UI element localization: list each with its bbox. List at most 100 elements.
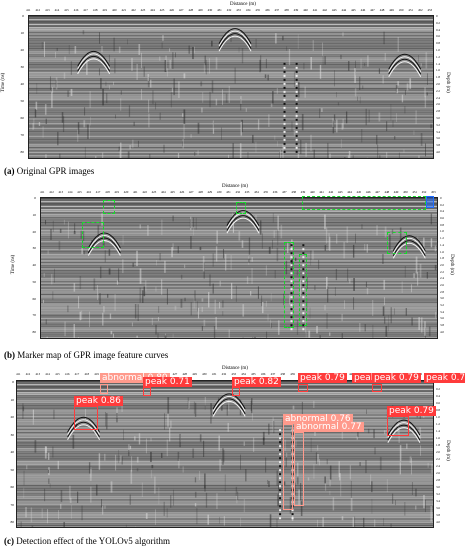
depth-tick-label: 3.8 [440,323,444,328]
depth-tick-label: 3.2 [436,122,440,127]
x-tick-label: 444 [341,8,346,12]
gpr-radargram-texture [41,198,437,338]
time-tick-label: 20 [20,48,25,52]
x-axis-title: Distance (m) [222,184,248,189]
x-tick-label: 427 [188,190,194,194]
x-tick-label: 418 [92,8,98,12]
depth-tick-label: 0.6 [436,401,440,405]
time-tick-label: 0 [34,196,36,200]
x-tick-label: 430 [202,372,207,376]
x-tick-label: 428 [182,372,187,376]
marker-box-peak-mid [236,202,246,214]
depth-tick-label: 2.6 [436,471,440,475]
x-tick-label: 441 [312,8,318,12]
depth-tick-label: 3.4 [440,309,444,314]
x-tick-label: 437 [270,372,276,376]
depth-tick-label: 2.4 [440,276,444,281]
depth-tick-label: 2.4 [436,464,440,468]
y-axis-title-time: Time (ns) [1,72,7,93]
x-tick-label: 435 [255,8,260,12]
time-tick-label: 70 [20,133,25,137]
x-tick-label: 422 [131,8,136,12]
x-tick-label: 434 [254,190,259,194]
time-tick-label: 50 [10,467,15,472]
time-tick-label: 0 [12,380,14,384]
panel-b-marker-map: Distance (m) 411 412 413 414 415 416 417 418 419… [0,178,465,360]
detection-box-abnormal-1 [100,384,108,394]
x-tick-label: 445 [349,372,354,376]
x-tick-label: 425 [159,8,165,12]
depth-tick-label: 2.8 [440,289,444,294]
x-tick-label: 417 [95,190,101,194]
depth-tick-label: 4.0 [436,520,440,524]
time-tick-label: 40 [20,82,25,86]
detection-label-peak-6: peak 0.79 [372,373,421,383]
x-tick-label: 434 [241,372,246,376]
depth-tick-label: 2.4 [436,95,440,100]
x-tick-label: 413 [45,8,50,12]
x-tick-label: 451 [412,190,417,194]
depth-tick-label: 3.6 [440,316,444,321]
detection-label-abnormal-1: abnormal 0.80 [100,373,170,383]
depth-tick-label: 0.2 [436,20,440,25]
caption-a: (a) Original GPR images [4,166,95,176]
x-tick-label: 448 [384,190,389,194]
depth-tick-label: 3.8 [436,143,440,148]
x-tick-label: 439 [290,372,295,376]
detection-label-peak-1: peak 0.86 [74,396,123,406]
x-tick-label: 419 [102,8,107,12]
depth-tick-label: 0.2 [440,202,444,207]
x-tick-label: 416 [86,190,91,194]
x-tick-label: 446 [365,190,371,194]
depth-tick-label: 1.0 [436,47,440,52]
x-tick-label: 427 [172,372,178,376]
x-tick-label: 444 [347,190,352,194]
x-tick-label: 436 [272,190,278,194]
marker-box-peak-right [387,232,407,254]
detection-label-peak-8: peak 0.79 [387,406,436,416]
x-tick-label: 453 [431,190,436,194]
time-tick-label: 10 [10,397,15,402]
x-tick-label: 453 [427,8,433,12]
depth-tick-label: 2.2 [440,269,444,274]
x-tick-label: 415 [77,190,82,194]
depth-tick-label: 0.8 [436,41,440,46]
time-tick-labels: 0 10 20 30 40 50 60 70 80 [24,196,37,334]
depth-tick-label: 1.2 [440,236,444,241]
depth-tick-label: 2.0 [436,81,440,86]
time-tick-label: 80 [20,150,25,154]
x-tick-label: 419 [94,372,99,376]
x-tick-label: 440 [309,190,315,194]
depth-tick-label: 1.6 [436,436,440,440]
x-tick-label: 436 [260,372,266,376]
depth-tick-label: 2.6 [436,102,440,107]
marker-box-peak-left [82,222,104,248]
depth-tick-label: 1.8 [440,256,444,261]
x-tick-label: 442 [328,190,334,194]
detection-box-peak-6 [372,384,382,392]
x-tick-label: 429 [198,8,203,12]
x-tick-label: 446 [360,8,366,12]
time-tick-label: 20 [32,229,37,234]
detection-box-peak-8 [387,416,409,436]
x-tick-label: 449 [393,190,399,194]
x-tick-label: 412 [49,190,54,194]
depth-tick-label: 0.4 [436,394,440,398]
time-tick-label: 40 [10,450,15,454]
detection-label-abnormal-3: abnormal 0.77 [294,422,364,432]
x-tick-label: 414 [54,8,60,12]
x-tick-label: 421 [121,8,127,12]
x-tick-label: 432 [221,372,227,376]
x-tick-label: 429 [207,190,213,194]
time-tick-label: 80 [32,330,37,334]
x-tick-label: 416 [73,8,79,12]
panel-a-original-gpr: Distance (m) 411 412 413 414 415 416 417 418 419… [0,0,465,176]
x-tick-label: 434 [245,8,251,12]
detection-box-abnormal-3 [294,432,304,506]
gpr-image-original [28,15,434,159]
x-tick-label: 412 [25,372,31,376]
time-tick-label: 50 [20,99,25,103]
x-tick-label: 425 [170,190,175,194]
